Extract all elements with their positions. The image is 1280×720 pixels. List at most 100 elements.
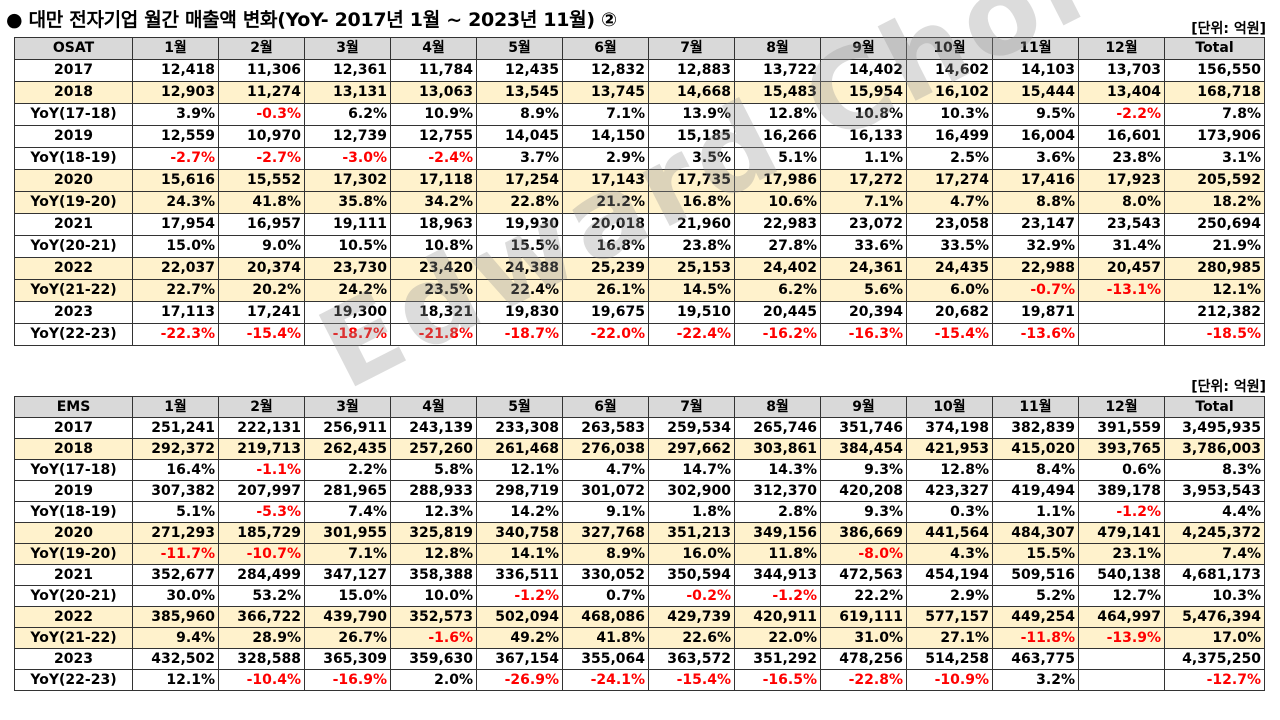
value-cell: 5.1%	[132, 501, 219, 523]
value-cell: 17,416	[992, 169, 1079, 192]
value-cell: 16,957	[218, 213, 305, 236]
value-cell: 219,713	[218, 438, 305, 460]
value-cell: 619,111	[820, 606, 907, 628]
value-cell: -1.2%	[734, 585, 821, 607]
value-cell: 509,516	[992, 564, 1079, 586]
value-cell: 243,139	[390, 417, 477, 439]
value-cell: 10.6%	[734, 191, 821, 214]
value-cell: 4,245,372	[1164, 522, 1265, 544]
value-cell: 30.0%	[132, 585, 219, 607]
value-cell: 12.1%	[1164, 279, 1265, 302]
value-cell: -22.8%	[820, 669, 907, 691]
value-cell: 327,768	[562, 522, 649, 544]
osat-header-cell: 3월	[304, 37, 391, 60]
row-label: 2017	[14, 59, 133, 82]
value-cell: 14.7%	[648, 459, 735, 481]
value-cell: 15.5%	[992, 543, 1079, 565]
value-cell: -1.2%	[1078, 501, 1165, 523]
value-cell: 53.2%	[218, 585, 305, 607]
value-cell: -0.7%	[992, 279, 1079, 302]
value-cell: 251,241	[132, 417, 219, 439]
value-cell: 12.8%	[906, 459, 993, 481]
value-cell: 0.7%	[562, 585, 649, 607]
ems-header-cell: 9월	[820, 396, 907, 418]
value-cell: 8.4%	[992, 459, 1079, 481]
value-cell: 8.3%	[1164, 459, 1265, 481]
ems-header-cell: EMS	[14, 396, 133, 418]
value-cell: 261,468	[476, 438, 563, 460]
value-cell: 3.7%	[476, 147, 563, 170]
value-cell: -10.9%	[906, 669, 993, 691]
value-cell: 479,141	[1078, 522, 1165, 544]
osat-header-cell: OSAT	[14, 37, 133, 60]
value-cell: 14.2%	[476, 501, 563, 523]
row-label: YoY(19-20)	[14, 191, 133, 214]
row-label: 2020	[14, 169, 133, 192]
value-cell: 33.6%	[820, 235, 907, 258]
value-cell: 28.9%	[218, 627, 305, 649]
value-cell: 35.8%	[304, 191, 391, 214]
value-cell: 514,258	[906, 648, 993, 670]
value-cell: 23,730	[304, 257, 391, 280]
value-cell: -26.9%	[476, 669, 563, 691]
value-cell: 23.8%	[1078, 147, 1165, 170]
value-cell: 4,681,173	[1164, 564, 1265, 586]
value-cell: 23.8%	[648, 235, 735, 258]
ems-yoy-row: YoY(20-21) 30.0% 53.2% 15.0% 10.0% -1.2% 0.7% -…	[14, 585, 1265, 607]
value-cell: 307,382	[132, 480, 219, 502]
value-cell: -16.5%	[734, 669, 821, 691]
value-cell: 13,131	[304, 81, 391, 104]
value-cell: 17,986	[734, 169, 821, 192]
value-cell: 3,953,543	[1164, 480, 1265, 502]
value-cell: 12.1%	[476, 459, 563, 481]
value-cell: 16.4%	[132, 459, 219, 481]
value-cell: 351,746	[820, 417, 907, 439]
value-cell: 9.4%	[132, 627, 219, 649]
value-cell: 16.8%	[648, 191, 735, 214]
value-cell: 384,454	[820, 438, 907, 460]
value-cell: -11.8%	[992, 627, 1079, 649]
value-cell: 16,102	[906, 81, 993, 104]
osat-header-cell: 6월	[562, 37, 649, 60]
ems-header-cell: 2월	[218, 396, 305, 418]
value-cell: 8.9%	[476, 103, 563, 126]
value-cell: 14.1%	[476, 543, 563, 565]
value-cell: 17.0%	[1164, 627, 1265, 649]
value-cell: 1.8%	[648, 501, 735, 523]
value-cell: 17,241	[218, 301, 305, 324]
value-cell: 19,871	[992, 301, 1079, 324]
value-cell: 15,616	[132, 169, 219, 192]
osat-yoy-row: YoY(19-20) 24.3% 41.8% 35.8% 34.2% 22.8% 21.2%…	[14, 191, 1265, 214]
value-cell: 15.0%	[132, 235, 219, 258]
row-label: YoY(18-19)	[14, 147, 133, 170]
value-cell: 0.6%	[1078, 459, 1165, 481]
value-cell: 463,775	[992, 648, 1079, 670]
row-label: YoY(21-22)	[14, 627, 133, 649]
osat-header-row: OSAT 1월 2월 3월 4월 5월 6월 7월 8월 9월 10월 11월 12월 Total	[14, 37, 1265, 60]
ems-header-cell: 7월	[648, 396, 735, 418]
row-label: 2021	[14, 213, 133, 236]
value-cell: 2.5%	[906, 147, 993, 170]
value-cell: 10.0%	[390, 585, 477, 607]
value-cell: 25,239	[562, 257, 649, 280]
value-cell: 3.5%	[648, 147, 735, 170]
row-label: 2019	[14, 125, 133, 148]
ems-header-cell: 8월	[734, 396, 821, 418]
value-cell: 250,694	[1164, 213, 1265, 236]
value-cell: 298,719	[476, 480, 563, 502]
unit-label-osat: [단위: 억원]	[1191, 21, 1266, 37]
value-cell: 386,669	[820, 522, 907, 544]
osat-header-cell: 1월	[132, 37, 219, 60]
value-cell: 205,592	[1164, 169, 1265, 192]
value-cell: 26.7%	[304, 627, 391, 649]
value-cell: -1.2%	[476, 585, 563, 607]
row-label: 2019	[14, 480, 133, 502]
value-cell: 347,127	[304, 564, 391, 586]
value-cell: 472,563	[820, 564, 907, 586]
value-cell: 22.8%	[476, 191, 563, 214]
value-cell: 16.8%	[562, 235, 649, 258]
value-cell: 14.5%	[648, 279, 735, 302]
ems-yoy-row: YoY(22-23) 12.1% -10.4% -16.9% 2.0% -26.9% -24…	[14, 669, 1265, 691]
value-cell: 24,402	[734, 257, 821, 280]
value-cell: 349,156	[734, 522, 821, 544]
